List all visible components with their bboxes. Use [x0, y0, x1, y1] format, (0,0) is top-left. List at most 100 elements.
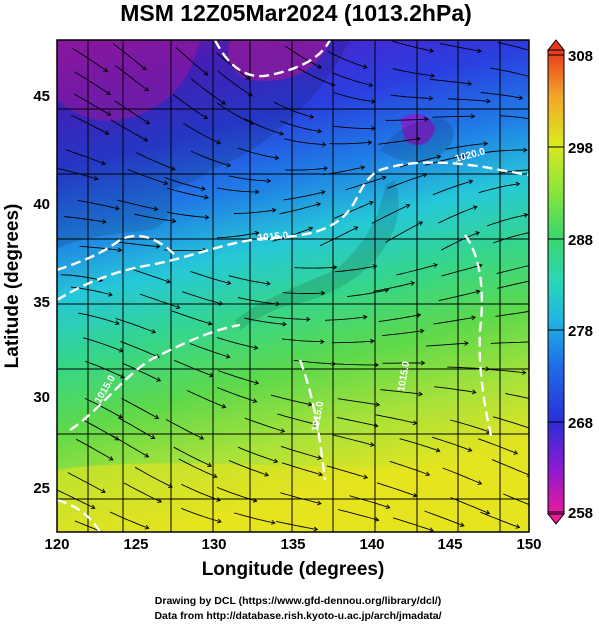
streamline [440, 231, 480, 251]
streamline-arrowhead [461, 153, 467, 159]
streamline [174, 359, 214, 377]
streamline-arrowhead [90, 504, 96, 510]
streamline [237, 297, 280, 305]
streamline-arrowhead [266, 178, 272, 184]
isobar-east [464, 234, 494, 441]
map-title: MSM 12Z05Mar2024 (1013.2hPa) [120, 0, 472, 26]
streamline [85, 360, 125, 378]
streamline [332, 434, 374, 446]
streamline [294, 266, 337, 269]
streamline [127, 169, 168, 185]
streamline [216, 337, 258, 349]
streamline-arrowhead [424, 116, 429, 122]
streamline-arrowhead [353, 226, 359, 231]
streamline [237, 147, 279, 159]
streamline [478, 183, 520, 194]
streamline-arrowhead [226, 280, 232, 286]
cold-region-northwest [57, 40, 200, 121]
streamline-arrowhead [371, 98, 376, 104]
streamline-arrowhead [168, 483, 173, 488]
streamline-arrowhead [425, 471, 431, 477]
streamline [334, 265, 377, 273]
streamline-arrowhead [118, 414, 123, 419]
streamline [438, 206, 478, 224]
y-tick-label: 40 [33, 196, 50, 213]
streamline [183, 122, 221, 144]
streamline [337, 398, 380, 406]
streamline [173, 446, 212, 467]
streamline-arrowhead [218, 300, 224, 306]
streamline [244, 317, 287, 325]
streamline [122, 362, 161, 382]
streamline-arrowhead [459, 522, 465, 527]
streamline [75, 438, 114, 461]
streamline-arrowhead [203, 114, 209, 119]
streamline [378, 314, 421, 322]
colorbar-tick-label: 308 [568, 48, 593, 65]
colorbar-min-arrow [546, 513, 566, 525]
streamline-arrowhead [368, 82, 374, 88]
streamline [78, 312, 120, 325]
streamline [399, 155, 441, 168]
streamline-arrowhead [155, 243, 161, 249]
streamline [279, 203, 321, 215]
streamline [282, 292, 325, 294]
x-axis-label: Longitude (degrees) [202, 559, 385, 580]
colorbar-tick-label: 278 [568, 323, 593, 340]
streamline-arrowhead [418, 391, 423, 397]
wind-streamlines [57, 40, 542, 532]
streamline-arrowhead [521, 370, 527, 375]
honshu-island [235, 180, 399, 330]
streamline-arrowhead [538, 507, 542, 511]
streamline [228, 175, 271, 182]
streamline [438, 290, 480, 302]
colorbar-tick-label: 288 [568, 232, 593, 249]
streamline [396, 264, 438, 276]
streamline-arrowhead [199, 435, 205, 440]
streamline-arrowhead [102, 219, 107, 225]
streamline-arrowhead [534, 262, 538, 266]
streamline-arrowhead [93, 175, 99, 181]
streamline-arrowhead [249, 120, 254, 125]
streamline [296, 67, 335, 86]
streamline-arrowhead [467, 81, 473, 86]
streamline [490, 67, 529, 77]
streamline-arrowhead [226, 162, 232, 168]
credit-data: Data from http://database.rish.kyoto-u.a… [154, 610, 441, 622]
streamline [323, 166, 365, 176]
streamline-arrowhead [373, 423, 379, 428]
streamline-arrowhead [323, 165, 329, 171]
map-frame [56, 39, 530, 533]
streamline [216, 486, 257, 502]
streamline-arrowhead [105, 90, 111, 95]
streamline [270, 394, 312, 406]
streamline-arrowhead [266, 281, 271, 286]
streamline-arrowhead [308, 226, 314, 232]
x-tick-label: 120 [44, 536, 69, 553]
streamline-arrowhead [306, 316, 311, 322]
streamline-arrowhead [515, 181, 521, 187]
streamline-arrowhead [248, 92, 253, 97]
streamline-arrowhead [318, 471, 324, 477]
isobar-label: 1015.0 [257, 230, 289, 244]
streamline-arrowhead [529, 340, 533, 344]
streamline [114, 64, 149, 92]
streamline-arrowhead [118, 347, 124, 353]
streamline-arrowhead [470, 113, 476, 119]
streamline-arrowhead [264, 472, 270, 477]
streamline-arrowhead [270, 519, 276, 525]
streamline [74, 71, 111, 95]
streamline [228, 460, 269, 476]
streamline-arrowhead [363, 314, 368, 320]
streamline-arrowhead [151, 329, 157, 334]
streamline-arrowhead [369, 442, 375, 447]
colorbar [546, 39, 566, 525]
streamline [79, 245, 122, 251]
streamline [496, 265, 529, 275]
streamline-arrowhead [416, 136, 421, 142]
streamline-arrowhead [171, 218, 177, 224]
streamline [267, 315, 310, 320]
streamline-arrowhead [166, 278, 171, 284]
streamline-arrowhead [207, 462, 213, 467]
streamline [77, 199, 119, 210]
